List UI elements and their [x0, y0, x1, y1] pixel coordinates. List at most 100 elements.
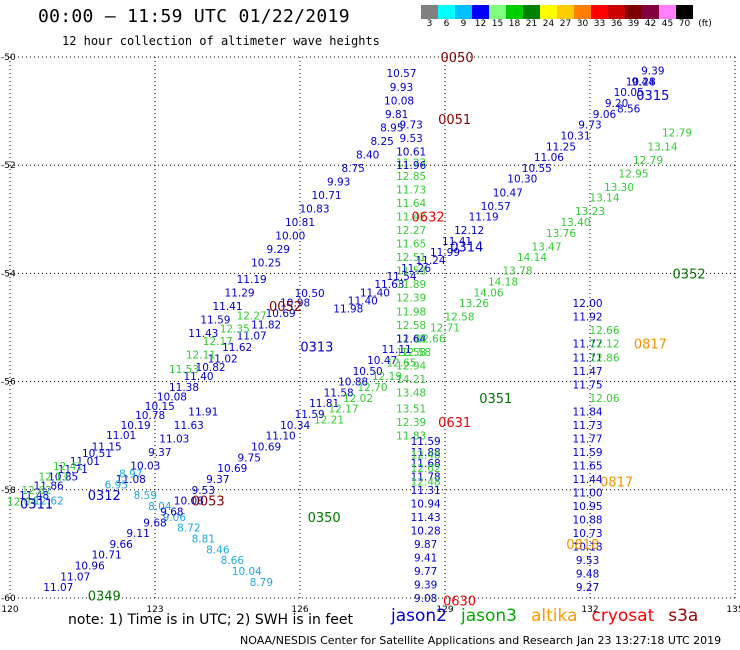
- wave-height-value: 11.91: [188, 406, 218, 418]
- wave-height-value: 11.19: [237, 274, 267, 286]
- wave-height-value: 10.25: [251, 258, 281, 270]
- color-swatch: [591, 5, 608, 19]
- wave-height-value: 10.78: [135, 410, 165, 422]
- wave-height-value: 8.59: [134, 490, 157, 502]
- wave-height-value: 9.11: [126, 528, 149, 540]
- wave-height-value: 13.40: [560, 217, 590, 229]
- wave-height-value: 11.02: [208, 353, 238, 365]
- wave-height-value: 12.11: [186, 350, 216, 362]
- color-scale-labels: 3 6 9 12 15 18 21 24 27 30 33 36 39 42 45 70 (ft): [421, 19, 717, 29]
- wave-height-value: 11.65: [396, 239, 426, 251]
- wave-height-value: 11.42: [396, 212, 426, 224]
- wave-height-value: 9.39: [414, 579, 437, 591]
- pass-time-label: 0052: [269, 300, 302, 315]
- color-scale-label: 15: [491, 19, 504, 29]
- wave-height-value: 8.04: [148, 501, 172, 513]
- wave-height-value: 12.21: [314, 414, 344, 426]
- wave-height-value: 8.56: [617, 103, 641, 115]
- pass-time-label: 0051: [438, 113, 471, 128]
- wave-height-value: 11.44: [573, 474, 603, 486]
- wave-height-value: 10.34: [280, 420, 310, 432]
- wave-height-value: 11.15: [92, 442, 122, 454]
- wave-height-value: 13.14: [589, 193, 619, 205]
- wave-height-value: 12.58: [401, 347, 431, 359]
- wave-height-value: 9.06: [593, 109, 617, 121]
- wave-height-value: 12.62: [34, 496, 64, 508]
- color-scale-label: (ft): [698, 19, 712, 29]
- x-tick-label: 135: [726, 605, 740, 615]
- wave-height-value: 9.20: [605, 98, 628, 110]
- wave-height-value: 11.71: [58, 464, 88, 476]
- wave-height-value: 12.39: [396, 417, 426, 429]
- wave-height-value: 9.53: [576, 555, 599, 567]
- wave-height-value: 10.55: [522, 163, 552, 175]
- color-swatch: [421, 5, 438, 19]
- wave-height-value: 11.41: [212, 301, 242, 313]
- pass-time-label: 0315: [636, 89, 669, 104]
- wave-height-value: 13.51: [396, 404, 426, 416]
- satellite-legend-item: jason3: [461, 606, 517, 626]
- x-tick-label: 132: [581, 605, 598, 615]
- color-swatch: [659, 5, 676, 19]
- wave-height-value: 10.03: [130, 460, 160, 472]
- wave-height-value: 11.78: [411, 471, 441, 483]
- wave-height-value: 11.29: [225, 287, 255, 299]
- wave-height-value: 14.18: [488, 277, 518, 289]
- wave-height-value: 11.48: [19, 490, 49, 502]
- y-tick-label: -52: [1, 161, 16, 171]
- wave-height-value: 11.71: [573, 352, 603, 364]
- y-tick-label: -58: [1, 486, 16, 496]
- wave-height-value: 11.53: [169, 364, 199, 376]
- wave-height-value: 10.50: [295, 288, 325, 300]
- wave-height-value: 12.41: [53, 461, 83, 473]
- wave-height-value: 12.35: [220, 324, 250, 336]
- wave-height-value: 10.94: [411, 498, 441, 510]
- wave-height-value: 10.73: [573, 528, 603, 540]
- wave-height-value: 12.79: [662, 128, 692, 140]
- wave-height-value: 9.29: [267, 244, 290, 256]
- wave-height-value: 12.58: [444, 312, 474, 324]
- wave-height-value: 12.86: [589, 352, 619, 364]
- wave-height-value: 13.14: [647, 141, 677, 153]
- pass-time-label: 0352: [673, 267, 706, 282]
- wave-height-value: 12.12: [589, 339, 619, 351]
- satellite-legend-item: altika: [531, 606, 578, 626]
- wave-height-value: 11.43: [411, 512, 441, 524]
- wave-height-value: 11.23: [396, 157, 426, 169]
- pass-time-label: 0050: [441, 51, 474, 66]
- wave-height-value: 11.77: [573, 433, 603, 445]
- wave-height-value: 11.64: [396, 198, 426, 210]
- color-scale-label: 9: [460, 19, 467, 29]
- pass-time-label: 0632: [412, 211, 445, 226]
- wave-height-value: 11.25: [546, 141, 576, 153]
- wave-height-value: 12.02: [343, 393, 373, 405]
- wave-height-value: 9.68: [160, 506, 183, 518]
- wave-height-value: 11.07: [43, 582, 73, 594]
- wave-height-value: 9.93: [390, 82, 413, 94]
- wave-height-value: 11.38: [169, 382, 199, 394]
- color-scale-label: 70: [678, 19, 691, 29]
- color-scale-label: 12: [474, 19, 487, 29]
- y-tick-label: -56: [1, 378, 16, 388]
- wave-height-value: 10.19: [121, 420, 151, 432]
- wave-height-value: 10.47: [367, 355, 397, 367]
- wave-height-value: 12.65: [386, 358, 416, 370]
- wave-height-value: 11.19: [469, 212, 499, 224]
- x-tick-label: 120: [1, 605, 18, 615]
- wave-height-value: 12.58: [396, 320, 426, 332]
- wave-height-value: 11.41: [442, 236, 472, 248]
- wave-height-value: 11.81: [309, 398, 339, 410]
- wave-height-value: 11.63: [374, 279, 404, 291]
- wave-height-value: 13.30: [604, 182, 634, 194]
- color-swatch: [574, 5, 591, 19]
- footnote: note: 1) Time is in UTC; 2) SWH is in fe…: [68, 612, 354, 628]
- wave-height-value: 10.05: [614, 87, 644, 99]
- wave-height-value: 9.68: [143, 517, 166, 529]
- wave-height-value: 12.06: [589, 393, 619, 405]
- wave-height-value: 10.71: [312, 190, 342, 202]
- wave-height-value: 11.96: [396, 160, 426, 172]
- wave-height-value: 9.37: [206, 474, 229, 486]
- wave-height-value: 12.13: [38, 471, 68, 483]
- y-tick-label: -50: [1, 53, 16, 63]
- wave-height-value: 11.01: [106, 430, 136, 442]
